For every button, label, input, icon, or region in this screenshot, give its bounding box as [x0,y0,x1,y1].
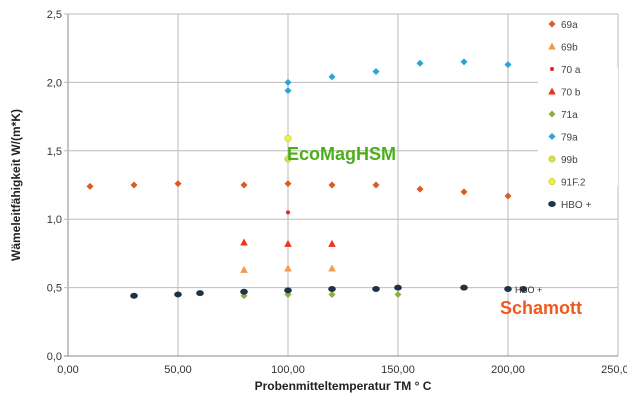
data-point-71a [328,290,336,298]
data-point-69a [416,185,424,193]
data-point-hbo [174,291,182,298]
data-point-69b [240,265,248,273]
legend-label: 70 b [561,88,581,99]
y-tick-label: 0,5 [47,283,62,295]
tick-labels: 0,00 50,00 100,00 150,00 200,00 250,00 0,0 0,5 1… [47,9,627,376]
data-point-hbo [196,290,204,297]
legend-label: 69a [561,20,578,31]
data-point-79a [284,78,292,86]
legend-marker [548,177,556,186]
data-point-69b [284,264,292,272]
data-point-hbo [504,285,512,292]
y-tick-label: 2,0 [47,77,62,89]
legend-background [538,68,618,186]
data-point-hbo [394,284,402,291]
legend-label: HBO + [561,200,591,211]
x-tick-label: 200,00 [491,364,525,376]
data-point-69a [130,181,138,189]
legend-marker [550,67,554,71]
legend: 69a 69b 70 a 70 b 71a 79a 99b 91F.2 HBO + [538,20,618,211]
x-tick-label: 50,00 [164,364,192,376]
data-point-hbo [372,285,380,292]
x-tick-label: 250,00 [601,364,627,376]
data-point-69a [86,182,94,190]
data-point-70a [286,210,290,215]
legend-marker [548,201,556,207]
legend-marker [548,133,556,140]
annotation-hbo: HBO + [515,285,542,295]
legend-marker [548,42,556,50]
data-point-70b [240,238,248,246]
data-point-69a [328,181,336,189]
data-point-69b [328,264,336,272]
data-point-79a [284,87,292,95]
data-point-69a [460,188,468,196]
data-points [86,58,528,300]
data-point-79a [416,59,424,67]
x-tick-label: 100,00 [271,364,305,376]
legend-label: 91F.2 [561,178,586,189]
legend-label: 79a [561,133,578,144]
x-tick-label: 0,00 [57,364,78,376]
y-tick-label: 1,0 [47,214,62,226]
y-tick-label: 0,0 [47,351,62,363]
data-point-hbo [240,288,248,295]
data-point-79a [504,61,512,69]
y-tick-label: 2,5 [47,9,62,21]
data-point-79a [372,67,380,75]
annotation-ecomaghsm: EcoMagHSM [287,144,396,164]
data-point-69a [240,181,248,189]
x-axis-label: Probenmitteltemperatur TM ° C [255,379,432,393]
data-point-69a [284,180,292,188]
data-point-71a [394,290,402,298]
data-point-99b [284,155,292,163]
data-point-69a [504,192,512,200]
y-axis-label: Wämeleitfähigkeit W/(m*K) [9,109,23,261]
data-point-hbo [130,292,138,299]
annotation-schamott: Schamott [500,298,582,318]
x-tick-label: 150,00 [381,364,415,376]
legend-label: 71a [561,110,578,121]
data-point-69a [372,181,380,189]
y-tick-label: 1,5 [47,146,62,158]
legend-label: 70 a [561,65,581,76]
data-point-hbo [519,285,528,292]
legend-label: 69b [561,43,578,54]
data-point-70b [284,239,292,247]
data-point-hbo [328,285,336,292]
data-point-69a [174,180,182,188]
legend-marker [548,110,556,118]
legend-marker [548,87,556,95]
data-point-79a [328,73,336,81]
data-point-hbo [284,287,292,294]
data-point-70b [328,239,336,247]
data-point-hbo [460,284,468,291]
data-point-79a [460,58,468,66]
data-point-91f2 [284,134,292,143]
legend-marker [548,20,556,28]
legend-label: 99b [561,155,578,166]
legend-marker [548,155,556,163]
